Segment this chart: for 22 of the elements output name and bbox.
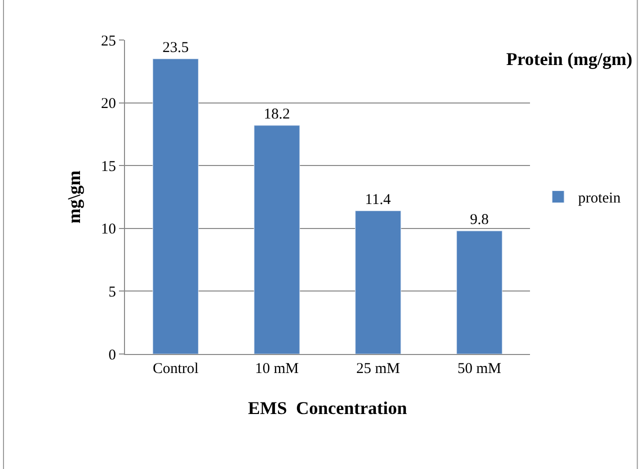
x-tick-label: 25 mM (356, 361, 400, 377)
bar (456, 230, 502, 354)
x-axis-title: EMS Concentration (248, 398, 407, 418)
y-tick-label: 10 (101, 222, 116, 238)
data-label: 9.8 (470, 212, 489, 228)
y-tick-label: 25 (101, 33, 116, 50)
data-label: 11.4 (365, 192, 392, 208)
bar (355, 210, 402, 354)
y-tick-label: 0 (108, 347, 116, 364)
text: Protein (mg/gm) (506, 48, 632, 69)
bar (152, 58, 199, 354)
data-label: 18.2 (264, 106, 290, 122)
y-tick-label: 20 (101, 96, 116, 112)
x-tick-label: 10 mM (254, 361, 299, 377)
data-label: 23.5 (162, 40, 189, 56)
y-axis-title: mg\gm (64, 170, 84, 224)
x-tick-label: 50 mM (457, 361, 502, 377)
bar (254, 125, 300, 354)
y-tick-label: 5 (108, 284, 116, 300)
legend-label: protein (578, 190, 622, 207)
x-tick-label: Control (152, 361, 199, 377)
y-tick-label: 15 (101, 158, 116, 175)
